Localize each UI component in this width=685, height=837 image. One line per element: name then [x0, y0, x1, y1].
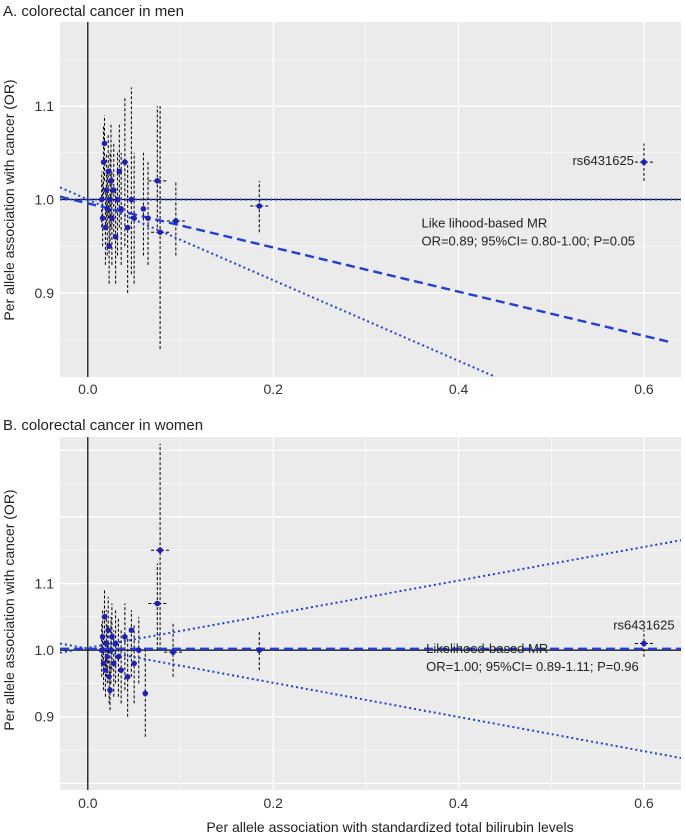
data-point — [124, 673, 131, 680]
data-point — [641, 159, 647, 165]
annotation-result: OR=0.89; 95%CI= 0.80-1.00; P=0.05 — [421, 234, 635, 249]
y-tick-label: 1.1 — [35, 98, 55, 114]
data-point — [142, 690, 149, 697]
panel-b-background — [60, 437, 681, 790]
data-point — [128, 627, 135, 633]
y-tick-label: 1.0 — [35, 642, 55, 658]
data-point — [116, 168, 123, 175]
x-tick-label: 0.6 — [634, 381, 654, 397]
point-label: rs6431625 — [613, 617, 674, 632]
data-point — [100, 660, 107, 667]
fit-line-ci_lower — [60, 186, 497, 377]
data-point — [108, 647, 114, 653]
data-point — [105, 168, 111, 175]
x-tick-label: 0.0 — [78, 381, 98, 397]
data-point — [131, 660, 137, 667]
data-point — [106, 673, 112, 680]
panel-a-title: A. colorectal cancer in men — [3, 3, 184, 20]
data-point — [112, 640, 119, 647]
data-point — [105, 627, 111, 633]
data-point — [154, 600, 161, 607]
x-tick-label: 0.4 — [449, 381, 469, 397]
data-point — [173, 218, 179, 224]
x-tick-label: 0.2 — [263, 795, 283, 811]
data-point — [106, 243, 112, 250]
data-point — [256, 203, 263, 209]
data-point — [100, 159, 107, 165]
data-point — [641, 640, 647, 647]
y-tick-label: 1.1 — [35, 576, 55, 592]
fit-line-ci_upper — [60, 539, 681, 654]
data-point — [99, 215, 106, 221]
data-point — [102, 667, 109, 673]
x-tick-label: 0.0 — [78, 795, 98, 811]
data-point — [170, 649, 176, 655]
data-point — [145, 215, 151, 221]
data-point — [101, 614, 108, 620]
data-point — [101, 140, 108, 147]
data-point — [128, 196, 135, 203]
fit-line-estimate — [60, 195, 673, 344]
annotation-method: Likelihood-based MR — [426, 641, 548, 656]
data-point — [115, 653, 122, 660]
y-tick-label: 0.9 — [35, 709, 55, 725]
data-point — [112, 234, 119, 240]
data-point — [99, 634, 106, 640]
data-point — [157, 229, 163, 235]
x-tick-label: 0.2 — [263, 381, 283, 397]
x-tick-label: 0.4 — [449, 795, 469, 811]
data-point — [107, 196, 113, 203]
data-point — [256, 647, 263, 653]
data-point — [108, 178, 114, 184]
data-point — [154, 178, 161, 184]
annotation-result: OR=1.00; 95%CI= 0.89-1.11; P=0.96 — [426, 659, 639, 674]
data-point — [110, 187, 117, 193]
fit-line-ci_lower — [60, 642, 681, 760]
panel-b-title: B. colorectal cancer in women — [3, 417, 203, 434]
data-point — [109, 634, 115, 640]
y-tick-label: 0.9 — [35, 285, 55, 301]
data-point — [103, 187, 110, 193]
point-label: rs6431625 — [572, 153, 633, 168]
panel-a-y-axis-label: Per allele association with cancer (OR) — [1, 79, 17, 320]
data-point — [140, 206, 147, 212]
data-point — [98, 647, 105, 653]
data-point — [104, 206, 111, 212]
y-tick-label: 1.0 — [35, 192, 55, 208]
data-point — [118, 206, 124, 212]
data-point — [122, 634, 128, 640]
data-point — [157, 547, 163, 554]
data-point — [107, 687, 113, 693]
data-point — [110, 660, 117, 667]
panel-a-plot: 0.0 0.2 0.4 0.6 0.9 1.0 1.1 rs6431625 Like lihoo… — [35, 22, 681, 397]
data-point — [102, 224, 109, 231]
data-point — [114, 196, 121, 203]
data-point — [124, 224, 131, 231]
panel-b-plot: 0.0 0.2 0.4 0.6 0.9 1.0 1.1 rs6431625 Likelihood… — [35, 437, 681, 811]
data-point — [104, 653, 111, 660]
data-point — [122, 159, 128, 165]
x-tick-label: 0.6 — [634, 795, 654, 811]
data-point — [118, 667, 124, 673]
data-point — [131, 215, 137, 221]
panel-b-y-axis-label: Per allele association with cancer (OR) — [1, 489, 17, 730]
data-point — [98, 196, 105, 203]
data-point — [135, 647, 142, 653]
data-point — [103, 640, 110, 647]
annotation-method: Like lihood-based MR — [421, 216, 547, 231]
data-point — [109, 215, 115, 221]
x-axis-label: Per allele association with standardized… — [206, 819, 573, 835]
